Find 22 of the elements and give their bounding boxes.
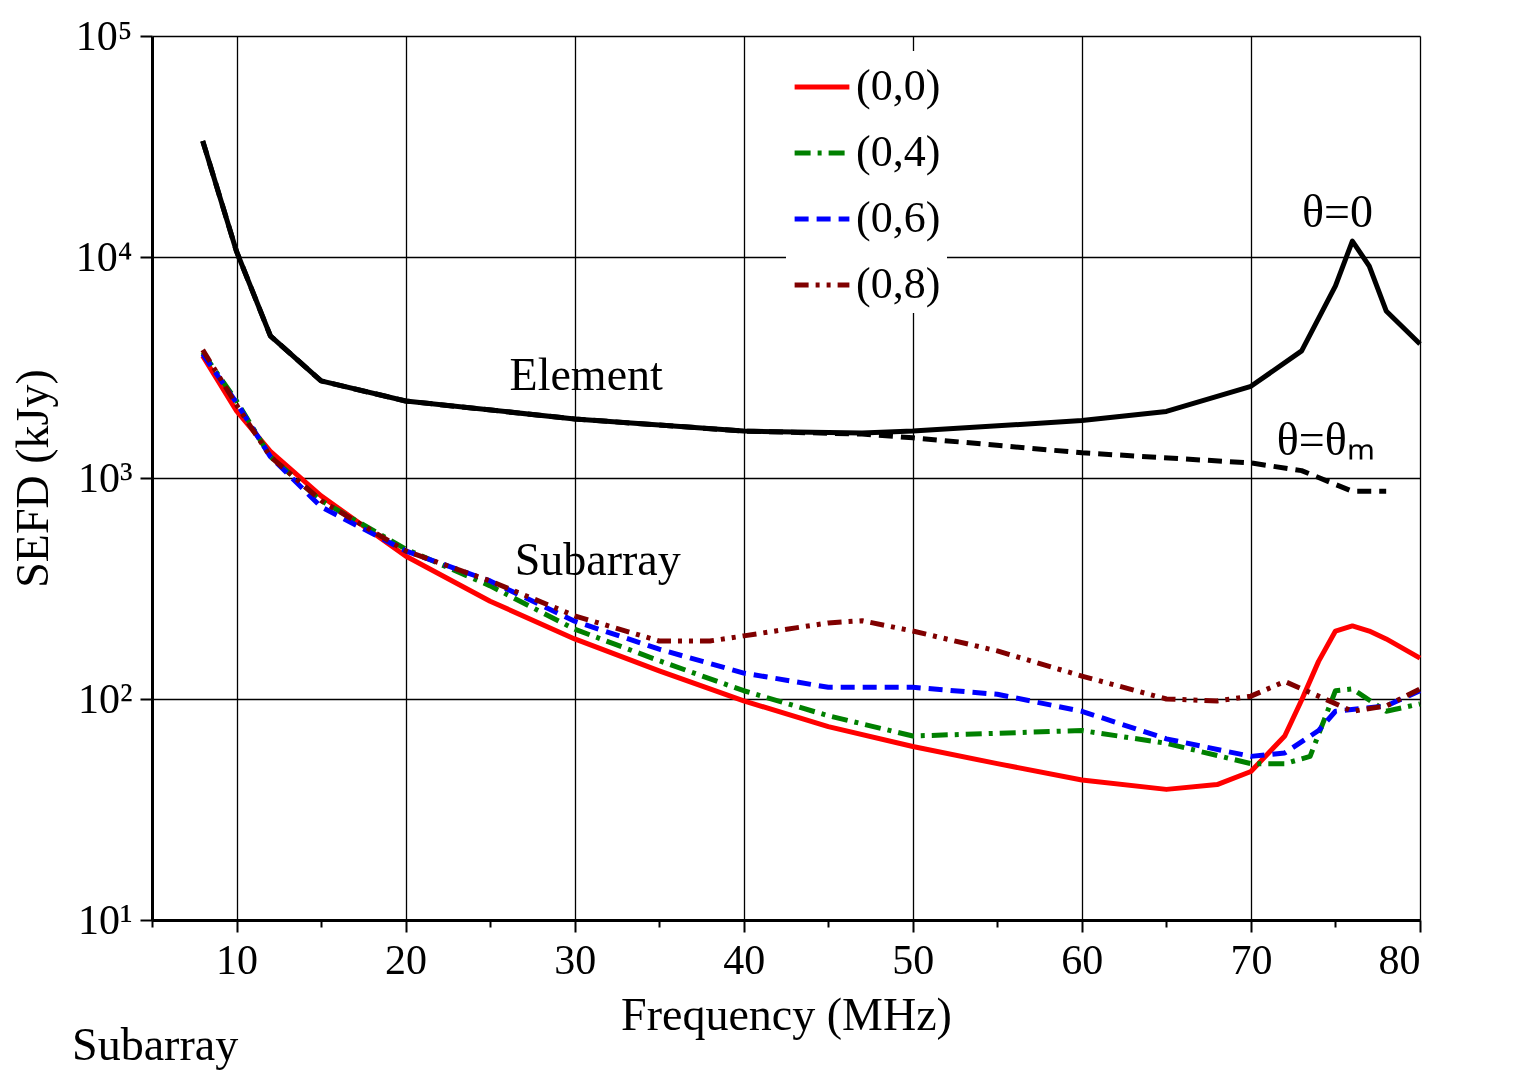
x-tick-label: 60 (1061, 936, 1104, 983)
x-tick-label: 40 (723, 936, 766, 983)
y-tick-label: 10¹ (77, 896, 133, 943)
legend-label: (0,0) (856, 61, 941, 110)
x-tick-label: 50 (892, 936, 935, 983)
annotation: θ=0 (1302, 185, 1374, 237)
x-tick-label: 80 (1378, 936, 1421, 983)
x-axis-title: Frequency (MHz) (621, 988, 952, 1040)
y-axis-title: SEFD (kJy) (6, 369, 58, 588)
y-tick-label: 10² (77, 675, 133, 722)
annotation: θ=θₘ (1276, 413, 1375, 465)
x-tick-label: 70 (1230, 936, 1273, 983)
x-tick-label: 30 (554, 936, 597, 983)
legend-label: (0,6) (856, 193, 941, 242)
legend-label: (0,8) (856, 259, 941, 308)
legend-label: (0,4) (856, 127, 941, 176)
x-tick-label: 20 (385, 936, 428, 983)
y-tick-label: 10⁵ (75, 12, 133, 59)
y-tick-label: 10⁴ (75, 233, 133, 280)
text: Subarray (72, 1019, 239, 1071)
y-tick-label: 10³ (77, 454, 133, 501)
x-tick-label: 10 (216, 936, 259, 983)
